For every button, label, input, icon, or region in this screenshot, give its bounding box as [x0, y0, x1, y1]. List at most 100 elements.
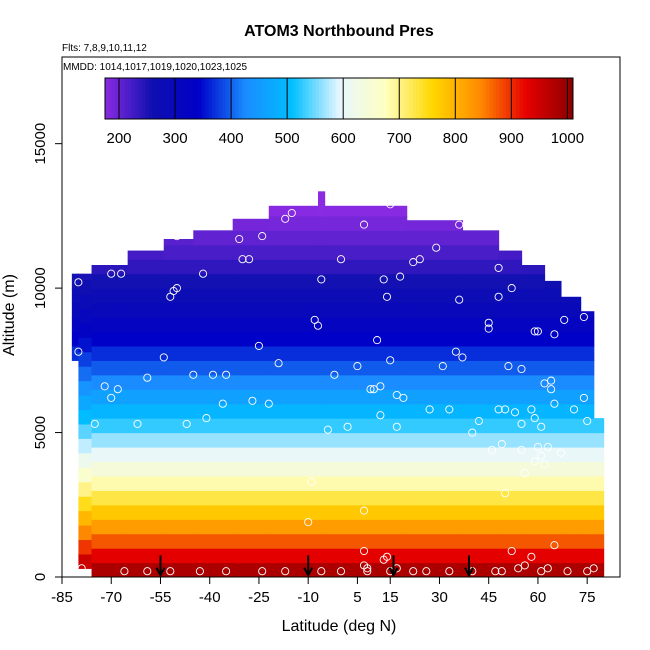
heatmap-cell [163, 447, 194, 463]
heatmap-cell [232, 533, 270, 549]
heatmap-cell [593, 475, 605, 491]
colorbar-segment [512, 78, 517, 119]
colorbar-segment [352, 78, 357, 119]
heatmap-cell [268, 317, 319, 333]
y-tick-label: 5000 [32, 416, 49, 449]
sample-point [550, 541, 559, 550]
heatmap-cell [544, 490, 562, 506]
sample-point [248, 396, 257, 405]
heatmap-cell [560, 418, 582, 434]
heatmap-cell [232, 317, 270, 333]
sample-point [369, 385, 378, 394]
colorbar-segment [349, 78, 353, 119]
colorbar-segment [472, 78, 477, 119]
sample-point [540, 379, 549, 388]
heatmap-cell [78, 452, 93, 468]
airport-arrows [155, 555, 474, 578]
sample-point [120, 567, 129, 576]
colorbar-segment [449, 78, 454, 119]
heatmap-cell [544, 317, 562, 333]
heatmap-cell [91, 432, 129, 448]
heatmap-cell [78, 481, 93, 497]
heatmap-cell [498, 345, 523, 361]
colorbar-segment [452, 78, 457, 119]
heatmap-cell [324, 331, 408, 347]
heatmap-cell [318, 215, 326, 231]
sample-point [491, 567, 500, 576]
heatmap-cell [318, 201, 326, 217]
heatmap-cell [232, 403, 270, 419]
heatmap-cell [193, 533, 234, 549]
colorbar-segment [141, 78, 146, 119]
heatmap-cell [462, 345, 500, 361]
heatmap-cell [521, 345, 546, 361]
heatmap-cell [324, 288, 408, 304]
heatmap-cell [544, 403, 562, 419]
sample-point [386, 200, 395, 209]
heatmap-cell [560, 533, 582, 549]
heatmap-cell [521, 519, 546, 535]
colorbar-segment [432, 78, 437, 119]
heatmap-cell [193, 519, 234, 535]
heatmap-cell [560, 475, 582, 491]
sample-point [287, 208, 296, 218]
heatmap-cell [163, 389, 194, 405]
heatmap-cell [78, 553, 93, 569]
colorbar-segment [145, 78, 149, 119]
sample-point [208, 370, 218, 379]
sample-point [510, 408, 520, 417]
heatmap-cell [232, 288, 270, 304]
sample-point [445, 405, 454, 414]
sample-point [458, 353, 467, 362]
y-tick-label: 10000 [32, 267, 49, 309]
heatmap-cell [232, 244, 270, 260]
heatmap-cell [193, 389, 234, 405]
colorbar-segment [399, 78, 404, 119]
colorbar-segment [225, 78, 230, 119]
heatmap-cell [163, 490, 194, 506]
heatmap-cell [91, 345, 129, 361]
heatmap-cell [193, 259, 234, 275]
sample-point [533, 442, 542, 452]
heatmap-cell [318, 461, 326, 477]
heatmap-cell [324, 475, 408, 491]
heatmap-cell [462, 317, 500, 333]
colorbar-segment [429, 78, 434, 119]
colorbar-segment [415, 78, 420, 119]
colorbar-segment [489, 78, 494, 119]
heatmap-cell [580, 447, 595, 463]
heatmap-cell [232, 548, 270, 564]
heatmap-cell [163, 562, 194, 577]
heatmap-cell [498, 475, 523, 491]
colorbar-segment [519, 78, 524, 119]
heatmap-cell [498, 250, 523, 260]
heatmap-cell [268, 533, 319, 549]
heatmap-cell [268, 389, 319, 405]
heatmap-cell [318, 562, 326, 577]
heatmap-cell [560, 490, 582, 506]
heatmap-cell [71, 317, 80, 333]
colorbar-tick-label: 800 [443, 130, 468, 147]
colorbar-segment [542, 78, 547, 119]
sample-point [527, 405, 536, 414]
colorbar-segment [529, 78, 534, 119]
heatmap-cell [406, 244, 464, 260]
heatmap-cell [544, 288, 562, 304]
colorbar-segment [405, 78, 410, 119]
sample-point [359, 220, 369, 229]
heatmap-cell [498, 360, 523, 376]
heatmap-cell [127, 548, 165, 564]
heatmap-cell [78, 409, 93, 425]
sample-point [530, 457, 539, 466]
heatmap-cell [318, 191, 326, 203]
heatmap-cell [163, 331, 194, 347]
colorbar-segment [502, 78, 507, 119]
sample-point [537, 451, 546, 460]
colorbar-segment [549, 78, 554, 119]
heatmap-cell [593, 461, 605, 477]
heatmap-cell [580, 548, 595, 564]
heatmap-cell [78, 510, 93, 526]
heatmap-cell [521, 418, 546, 434]
heatmap-cell [521, 389, 546, 405]
heatmap-cell [521, 548, 546, 564]
